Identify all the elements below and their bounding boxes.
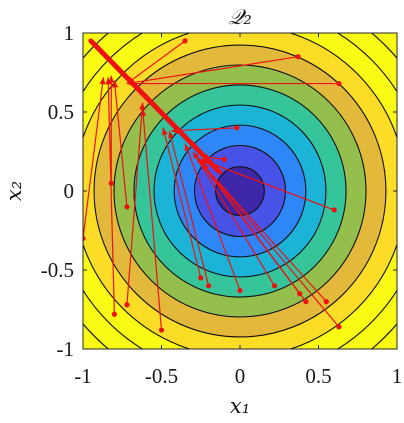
trajectory-start-point-4 — [83, 235, 86, 241]
plot-area — [83, 33, 397, 349]
trajectory-start-point-10 — [198, 275, 204, 281]
y-tick-label: 0 — [64, 179, 75, 203]
x-axis-label: x₁ — [230, 394, 250, 418]
trajectory-start-point-19 — [221, 156, 227, 162]
trajectory-start-point-2 — [336, 80, 342, 87]
trajectory-line-12 — [184, 143, 241, 291]
trajectory-line-10 — [162, 127, 202, 279]
y-tick-label: -1 — [57, 337, 75, 361]
trajectory-line-8 — [126, 102, 144, 305]
y-tick-label: 1 — [64, 21, 75, 45]
trajectory-line-13 — [192, 151, 276, 287]
contour-line-4 — [133, 84, 347, 298]
chart-title: 𝒬₂ — [228, 5, 252, 29]
trajectory-start-point-11 — [206, 283, 212, 289]
x-tick-label: 1 — [392, 364, 403, 388]
contour-line-6 — [93, 44, 387, 338]
y-tick-labels: -1 -0.5 0 0.5 1 — [41, 21, 74, 361]
axis-ticks — [82, 32, 398, 350]
x-tick-label: 0 — [235, 364, 246, 388]
trajectory-arrowhead-11 — [168, 130, 174, 139]
trajectory-line-7 — [107, 77, 115, 315]
trajectory-line-6 — [113, 80, 128, 207]
trajectory-arrowhead-9 — [140, 108, 147, 117]
trajectory-start-point-9 — [158, 327, 165, 333]
trajectory-start-point-0 — [182, 38, 188, 44]
trajectory-start-point-1 — [295, 54, 301, 60]
trajectory-line-9 — [142, 108, 163, 331]
trajectory-start-point-6 — [124, 204, 130, 210]
trajectory-arrowhead-4 — [99, 77, 106, 85]
y-axis-label: x₂ — [2, 181, 26, 201]
trajectory-line-0 — [126, 40, 186, 85]
trajectory-arrowhead-6 — [112, 80, 119, 88]
optimal-path-line — [88, 38, 223, 175]
trajectory-start-point-12 — [237, 287, 243, 294]
x-tick-label: -0.5 — [145, 364, 178, 388]
trajectory-line-1 — [126, 56, 299, 85]
contour-lines — [83, 33, 397, 349]
trajectories — [83, 38, 342, 333]
x-tick-labels: -1 -0.5 0 0.5 1 — [74, 364, 402, 388]
trajectory-arrowhead-12 — [184, 143, 191, 152]
trajectory-start-point-15 — [303, 299, 309, 305]
trajectory-arrowhead-8 — [139, 102, 146, 110]
trajectory-start-point-13 — [271, 283, 278, 289]
x-tick-label: -1 — [74, 364, 92, 388]
y-tick-label: 0.5 — [48, 100, 74, 124]
trajectory-start-point-3 — [234, 125, 240, 131]
trajectory-line-11 — [168, 130, 210, 286]
trajectory-start-point-8 — [124, 302, 130, 308]
trajectory-line-15 — [198, 159, 307, 302]
y-tick-label: -0.5 — [41, 258, 74, 282]
trajectory-line-4 — [83, 77, 105, 239]
trajectory-start-point-18 — [331, 207, 337, 213]
trajectory-line-16 — [200, 162, 327, 303]
trajectory-arrowhead-7 — [105, 77, 112, 85]
trajectory-start-point-7 — [111, 311, 117, 317]
contour-line-5 — [113, 64, 367, 318]
trajectory-arrowhead-17 — [202, 164, 210, 172]
contour-line-3 — [153, 104, 327, 278]
x-tick-label: 0.5 — [305, 364, 331, 388]
trajectory-arrowhead-13 — [192, 151, 200, 160]
trajectory-start-point-17 — [336, 324, 342, 330]
trajectory-arrowhead-15 — [199, 159, 206, 167]
contour-line-2 — [173, 124, 307, 258]
trajectory-arrowhead-10 — [161, 127, 168, 136]
trajectory-start-point-16 — [323, 299, 329, 305]
trajectory-line-17 — [201, 163, 340, 328]
trajectory-line-18 — [200, 158, 335, 211]
